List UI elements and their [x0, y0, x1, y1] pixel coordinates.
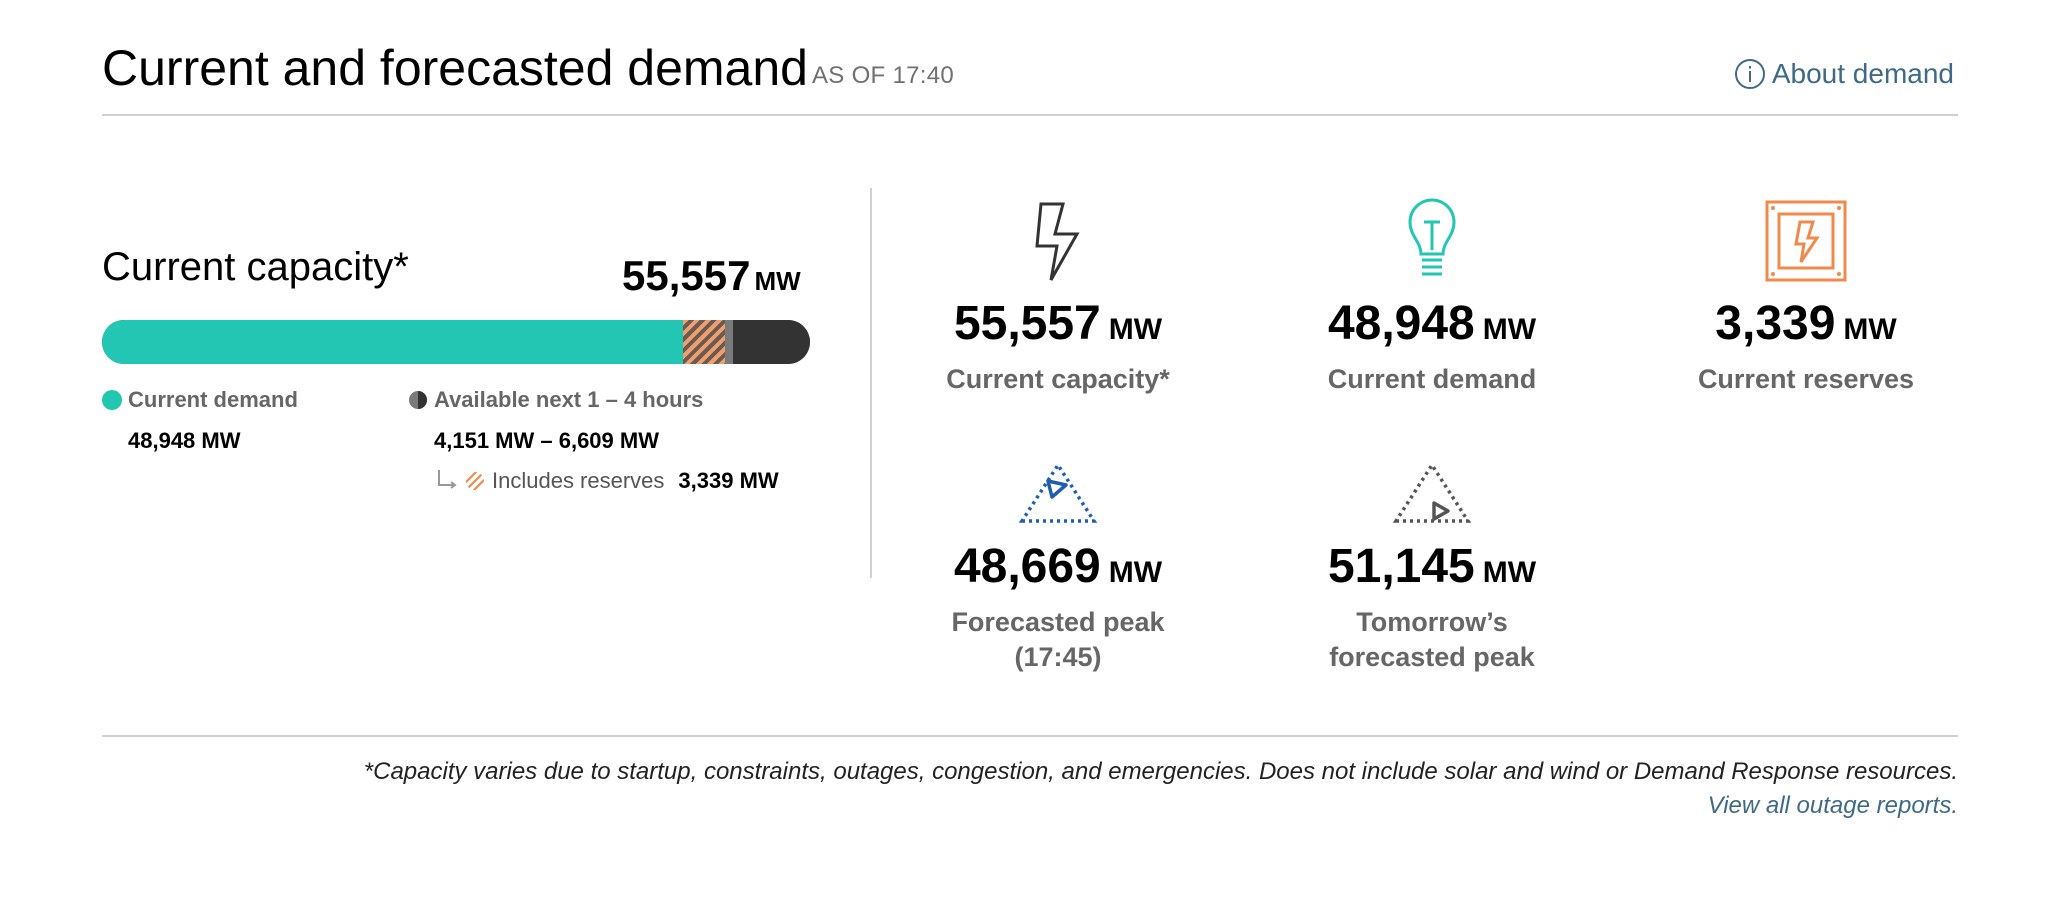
legend-available: Available next 1 – 4 hours — [408, 387, 703, 413]
stat-label: Current reserves — [1697, 364, 1915, 394]
stat-value: 51,145 MW — [1252, 539, 1612, 601]
header-divider — [102, 114, 1958, 116]
legend-available-value: 4,151 MW – 6,609 MW — [434, 428, 659, 453]
footer-divider — [102, 735, 1958, 737]
page-title: Current and forecasted demand — [102, 40, 808, 96]
legend-demand-label: Current demand — [128, 387, 298, 412]
capacity-value: 55,557 MW — [622, 252, 801, 300]
stat-unit: MW — [1843, 313, 1897, 346]
capacity-label: Current capacity* — [102, 245, 409, 289]
info-icon — [1734, 59, 1765, 89]
tomorrow-peak-icon — [1252, 435, 1612, 525]
teal-dot-icon — [102, 390, 122, 410]
lightning-bolt-icon — [878, 192, 1238, 282]
stat-current-capacity: 55,557 MW Current capacity* — [878, 192, 1238, 397]
stat-number: 48,669 — [953, 540, 1101, 593]
elbow-arrow-icon — [438, 470, 457, 489]
legend-demand: Current demand — [102, 387, 298, 413]
stat-value: 48,669 MW — [878, 539, 1238, 601]
stat-label: Forecasted peak (17:45) — [951, 607, 1165, 672]
stat-label: Current capacity* — [946, 364, 1170, 394]
capacity-bar-reserves — [683, 320, 725, 364]
capacity-bar — [102, 320, 810, 364]
stat-label: Tomorrow’s forecasted peak — [1329, 607, 1535, 672]
capacity-bar-remainder — [733, 320, 810, 364]
hatched-reserves-icon — [466, 472, 484, 490]
stat-number: 55,557 — [953, 297, 1101, 350]
legend-demand-value: 48,948 MW — [128, 428, 241, 453]
capacity-footnote: *Capacity varies due to startup, constra… — [363, 758, 1958, 785]
about-demand-label[interactable]: About demand — [1771, 58, 1954, 89]
half-circle-icon — [409, 391, 427, 409]
view-outage-reports-link[interactable]: View all outage reports. — [1707, 792, 1958, 819]
stat-unit: MW — [1482, 313, 1537, 346]
stat-number: 48,948 — [1327, 297, 1475, 350]
legend-reserves: Includes reserves 3,339 MW — [436, 468, 779, 494]
about-demand-link[interactable]: About demand — [1734, 58, 1954, 90]
panel-divider — [870, 188, 872, 578]
stat-unit: MW — [1482, 556, 1537, 589]
stat-current-demand: 48,948 MW Current demand — [1252, 192, 1612, 397]
capacity-bar-demand — [102, 320, 683, 364]
capacity-bar-available — [725, 320, 733, 364]
stat-value: 48,948 MW — [1252, 296, 1612, 358]
legend-reserves-value: 3,339 MW — [678, 468, 779, 493]
stat-number: 51,145 — [1327, 540, 1475, 593]
stat-label: Current demand — [1327, 364, 1537, 394]
reserves-box-icon — [1626, 192, 1986, 282]
stat-value: 55,557 MW — [878, 296, 1238, 358]
stat-tomorrow-peak: 51,145 MW Tomorrow’s forecasted peak — [1252, 435, 1612, 675]
stat-unit: MW — [1108, 313, 1163, 346]
legend-reserves-label: Includes reserves — [492, 468, 665, 493]
forecast-peak-icon — [878, 435, 1238, 525]
stat-value: 3,339 MW — [1626, 296, 1986, 358]
capacity-number: 55,557 — [622, 252, 751, 299]
capacity-unit: MW — [754, 266, 801, 296]
stat-number: 3,339 — [1715, 297, 1836, 350]
stat-unit: MW — [1108, 556, 1163, 589]
stat-current-reserves: 3,339 MW Current reserves — [1626, 192, 1986, 397]
legend-available-label: Available next 1 – 4 hours — [434, 387, 704, 412]
lightbulb-icon — [1252, 192, 1612, 282]
stat-forecasted-peak: 48,669 MW Forecasted peak (17:45) — [878, 435, 1238, 675]
as-of-timestamp: AS OF 17:40 — [812, 62, 955, 89]
